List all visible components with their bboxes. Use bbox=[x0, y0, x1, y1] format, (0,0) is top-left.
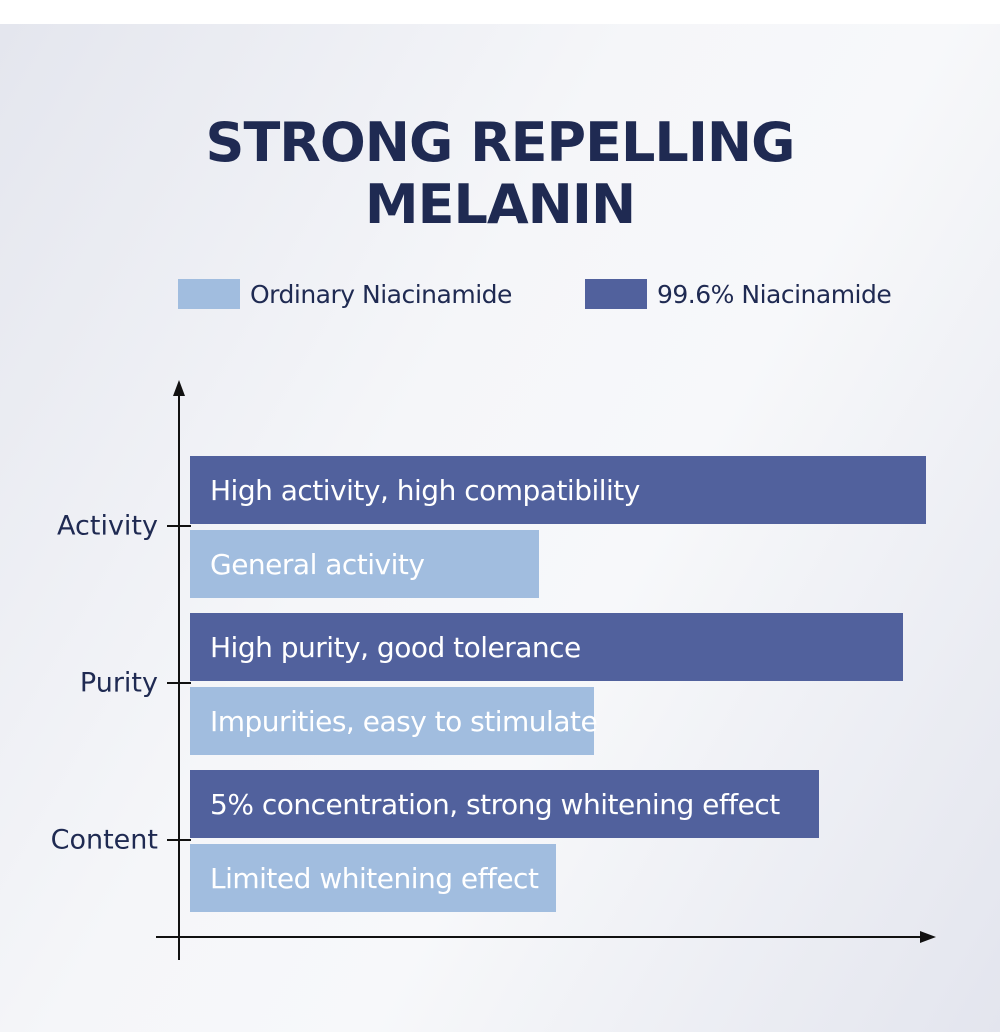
title-line-2: MELANIN bbox=[364, 173, 636, 236]
bar-996-activity: High activity, high compatibility bbox=[190, 456, 927, 524]
bar-label: High purity, good tolerance bbox=[210, 630, 581, 664]
legend-item-996: 99.6% Niacinamide bbox=[585, 279, 892, 309]
legend-label-996: 99.6% Niacinamide bbox=[657, 279, 892, 309]
bar-label: High activity, high compatibility bbox=[210, 473, 640, 507]
legend-item-ordinary: Ordinary Niacinamide bbox=[178, 279, 512, 309]
bar-ordinary-activity: General activity bbox=[190, 530, 540, 598]
bar-label: 5% concentration, strong whitening effec… bbox=[210, 787, 780, 821]
bar-ordinary-purity: Impurities, easy to stimulate bbox=[190, 687, 598, 755]
bar-label: Limited whitening effect bbox=[210, 861, 539, 895]
bar-996-purity: High purity, good tolerance bbox=[190, 613, 903, 681]
bar-996-content: 5% concentration, strong whitening effec… bbox=[190, 770, 819, 838]
category-label-purity: Purity bbox=[79, 667, 158, 699]
title-line-1: STRONG REPELLING bbox=[205, 111, 796, 174]
bar-label: Impurities, easy to stimulate bbox=[210, 704, 598, 738]
x-axis-arrow bbox=[920, 931, 936, 943]
category-label-activity: Activity bbox=[57, 510, 158, 542]
chart-title: STRONG REPELLING MELANIN bbox=[0, 112, 1000, 236]
category-label-content: Content bbox=[50, 824, 158, 856]
legend-swatch-ordinary bbox=[178, 279, 240, 309]
legend-label-ordinary: Ordinary Niacinamide bbox=[250, 279, 512, 309]
bar-ordinary-content: Limited whitening effect bbox=[190, 844, 556, 912]
bar-label: General activity bbox=[210, 547, 425, 581]
y-axis-arrow bbox=[173, 380, 185, 396]
legend-swatch-996 bbox=[585, 279, 647, 309]
